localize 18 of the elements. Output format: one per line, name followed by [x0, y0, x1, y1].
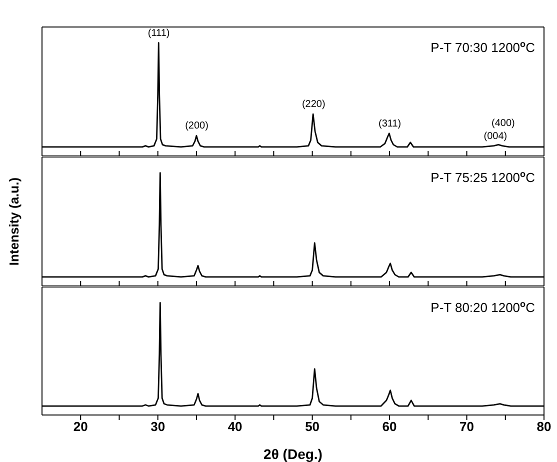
x-tick-label: 30 [150, 419, 166, 434]
annotation: (200) [185, 120, 208, 132]
annotation: (311) [378, 118, 402, 130]
x-tick-label: 40 [228, 419, 242, 434]
x-axis-title: 2θ (Deg.) [264, 446, 322, 462]
annotation: P-T 70:30 1200$^{o}$C [430, 39, 535, 55]
x-tick-label: 20 [73, 419, 88, 434]
annotation: (111) [148, 28, 170, 39]
annotation: P-T 80:20 1200$^{o}$C [430, 299, 535, 315]
y-axis-title: Intensity (a.u.) [6, 177, 22, 266]
annotation: (400) [492, 118, 515, 129]
annotation: (004) [484, 130, 508, 142]
x-tick-label: 50 [305, 419, 320, 434]
x-tick-label: 60 [382, 419, 397, 434]
x-tick-label: 70 [460, 419, 474, 434]
annotation: P-T 75:25 1200$^{o}$C [430, 169, 535, 185]
annotation: (220) [302, 99, 326, 110]
x-tick-label: 80 [536, 419, 552, 434]
